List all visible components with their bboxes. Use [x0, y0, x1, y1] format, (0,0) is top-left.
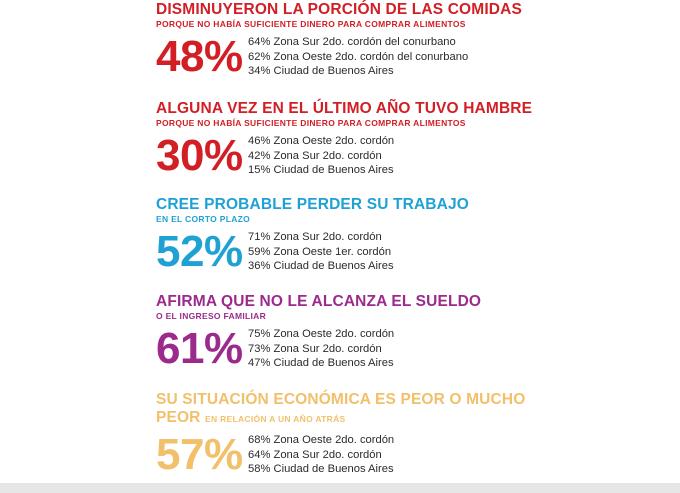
stat-headline: SU SITUACIÓN ECONÓMICA ES PEOR O MUCHO P…	[156, 391, 676, 428]
stat-percent: 61%	[156, 324, 243, 373]
stat-row: 61% 75% Zona Oeste 2do. cordón 73% Zona …	[156, 326, 676, 372]
stat-details: 68% Zona Oeste 2do. cordón 64% Zona Sur …	[248, 433, 394, 477]
stat-headline: AFIRMA QUE NO LE ALCANZA EL SUELDO	[156, 293, 482, 310]
stat-headline-line2: PEOR	[156, 409, 201, 426]
stat-subline: EN EL CORTO PLAZO	[156, 214, 251, 224]
stat-details: 64% Zona Sur 2do. cordón del conurbano 6…	[248, 35, 468, 79]
detail-item: 73% Zona Sur 2do. cordón	[248, 342, 382, 355]
detail-item: 42% Zona Sur 2do. cordón	[248, 149, 382, 162]
detail-item: 75% Zona Oeste 2do. cordón	[248, 328, 395, 341]
stat-subline: PORQUE NO HABÍA SUFICIENTE DINERO PARA C…	[156, 19, 466, 29]
stat-subline: PORQUE NO HABÍA SUFICIENTE DINERO PARA C…	[156, 118, 466, 128]
detail-item: 64% Zona Sur 2do. cordón	[248, 448, 382, 461]
stat-subline: O EL INGRESO FAMILIAR	[156, 311, 267, 321]
stat-percent: 30%	[156, 131, 243, 180]
stat-row: 30% 46% Zona Oeste 2do. cordón 42% Zona …	[156, 133, 676, 179]
detail-item: 71% Zona Sur 2do. cordón	[248, 231, 382, 244]
detail-item: 62% Zona Oeste 2do. cordón del conurbano	[248, 50, 469, 63]
stat-subline: EN RELACIÓN A UN AÑO ATRÁS	[205, 414, 346, 424]
stat-row: 52% 71% Zona Sur 2do. cordón 59% Zona Oe…	[156, 229, 676, 275]
detail-item: 59% Zona Oeste 1er. cordón	[248, 245, 392, 258]
detail-item: 15% Ciudad de Buenos Aires	[248, 164, 394, 177]
stat-details: 75% Zona Oeste 2do. cordón 73% Zona Sur …	[248, 327, 394, 371]
stat-percent: 57%	[156, 430, 243, 479]
stat-row: 57% 68% Zona Oeste 2do. cordón 64% Zona …	[156, 432, 676, 478]
stat-headline: CREE PROBABLE PERDER SU TRABAJO	[156, 196, 469, 213]
stat-row: 48% 64% Zona Sur 2do. cordón del conurba…	[156, 34, 676, 80]
detail-item: 47% Ciudad de Buenos Aires	[248, 357, 394, 370]
detail-item: 68% Zona Oeste 2do. cordón	[248, 434, 395, 447]
stat-headline: DISMINUYERON LA PORCIÓN DE LAS COMIDAS	[156, 1, 522, 18]
stat-percent: 52%	[156, 227, 243, 276]
stat-details: 71% Zona Sur 2do. cordón 59% Zona Oeste …	[248, 230, 394, 274]
stat-headline-line1: SU SITUACIÓN ECONÓMICA ES PEOR O MUCHO	[156, 391, 526, 408]
stat-block-salary: AFIRMA QUE NO LE ALCANZA EL SUELDO O EL …	[156, 293, 676, 372]
detail-item: 34% Ciudad de Buenos Aires	[248, 65, 394, 78]
detail-item: 58% Ciudad de Buenos Aires	[248, 463, 394, 476]
detail-item: 36% Ciudad de Buenos Aires	[248, 260, 394, 273]
stat-block-economic-situation: SU SITUACIÓN ECONÓMICA ES PEOR O MUCHO P…	[156, 391, 676, 478]
stat-block-portion-reduced: DISMINUYERON LA PORCIÓN DE LAS COMIDAS P…	[156, 1, 676, 80]
detail-item: 64% Zona Sur 2do. cordón del conurbano	[248, 36, 456, 49]
stat-headline: ALGUNA VEZ EN EL ÚLTIMO AÑO TUVO HAMBRE	[156, 100, 533, 117]
stat-percent: 48%	[156, 32, 243, 81]
stat-block-job-loss: CREE PROBABLE PERDER SU TRABAJO EN EL CO…	[156, 196, 676, 275]
stat-details: 46% Zona Oeste 2do. cordón 42% Zona Sur …	[248, 134, 394, 178]
stat-block-hunger: ALGUNA VEZ EN EL ÚLTIMO AÑO TUVO HAMBRE …	[156, 100, 676, 179]
bottom-strip	[0, 483, 680, 493]
detail-item: 46% Zona Oeste 2do. cordón	[248, 135, 395, 148]
